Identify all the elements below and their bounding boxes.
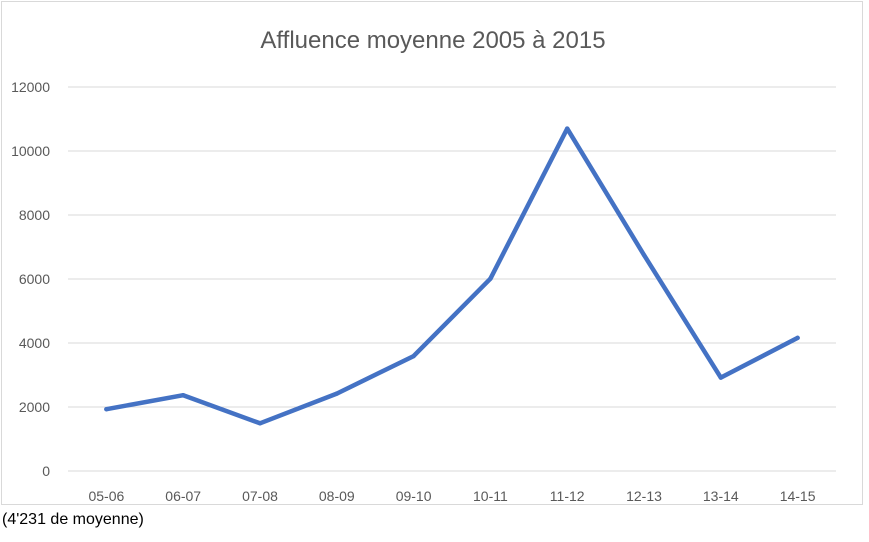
gridlines bbox=[68, 86, 836, 472]
data-point bbox=[411, 353, 416, 359]
y-tick-label: 8000 bbox=[19, 207, 50, 223]
x-tick-label: 13-14 bbox=[703, 488, 739, 504]
y-tick-label: 10000 bbox=[11, 143, 50, 159]
data-point bbox=[181, 392, 186, 398]
line-chart: Affluence moyenne 2005 à 2015 0 2000 4000 6… bbox=[11, 27, 836, 504]
chart-title: Affluence moyenne 2005 à 2015 bbox=[260, 27, 605, 54]
average-caption: (4'231 de moyenne) bbox=[2, 511, 144, 528]
y-axis-ticks: 0 2000 4000 6000 8000 10000 12000 bbox=[11, 79, 50, 479]
data-point bbox=[488, 276, 493, 281]
x-tick-label: 08-09 bbox=[319, 488, 355, 504]
data-point bbox=[104, 407, 109, 412]
data-point bbox=[718, 375, 723, 380]
data-point bbox=[641, 252, 647, 258]
x-axis-ticks: 05-06 06-07 07-08 08-09 09-10 10-11 11-12 12-13… bbox=[88, 488, 815, 504]
y-tick-label: 6000 bbox=[19, 271, 50, 287]
y-tick-label: 0 bbox=[42, 463, 50, 479]
x-tick-label: 14-15 bbox=[780, 488, 816, 504]
data-point bbox=[795, 335, 800, 341]
chart-frame: Affluence moyenne 2005 à 2015 0 2000 4000 6… bbox=[1, 1, 863, 505]
series-layer bbox=[104, 126, 800, 426]
x-tick-label: 06-07 bbox=[165, 488, 201, 504]
x-tick-label: 09-10 bbox=[396, 488, 432, 504]
x-tick-label: 05-06 bbox=[88, 488, 124, 504]
x-tick-label: 07-08 bbox=[242, 488, 278, 504]
data-point bbox=[334, 391, 339, 396]
data-point bbox=[565, 126, 570, 131]
y-tick-label: 2000 bbox=[19, 399, 50, 415]
y-tick-label: 4000 bbox=[19, 335, 50, 351]
x-tick-label: 10-11 bbox=[473, 488, 508, 504]
y-tick-label: 12000 bbox=[11, 79, 50, 95]
series-line bbox=[104, 126, 800, 426]
data-point bbox=[257, 421, 263, 426]
x-tick-label: 12-13 bbox=[626, 488, 662, 504]
x-tick-label: 11-12 bbox=[550, 488, 585, 504]
